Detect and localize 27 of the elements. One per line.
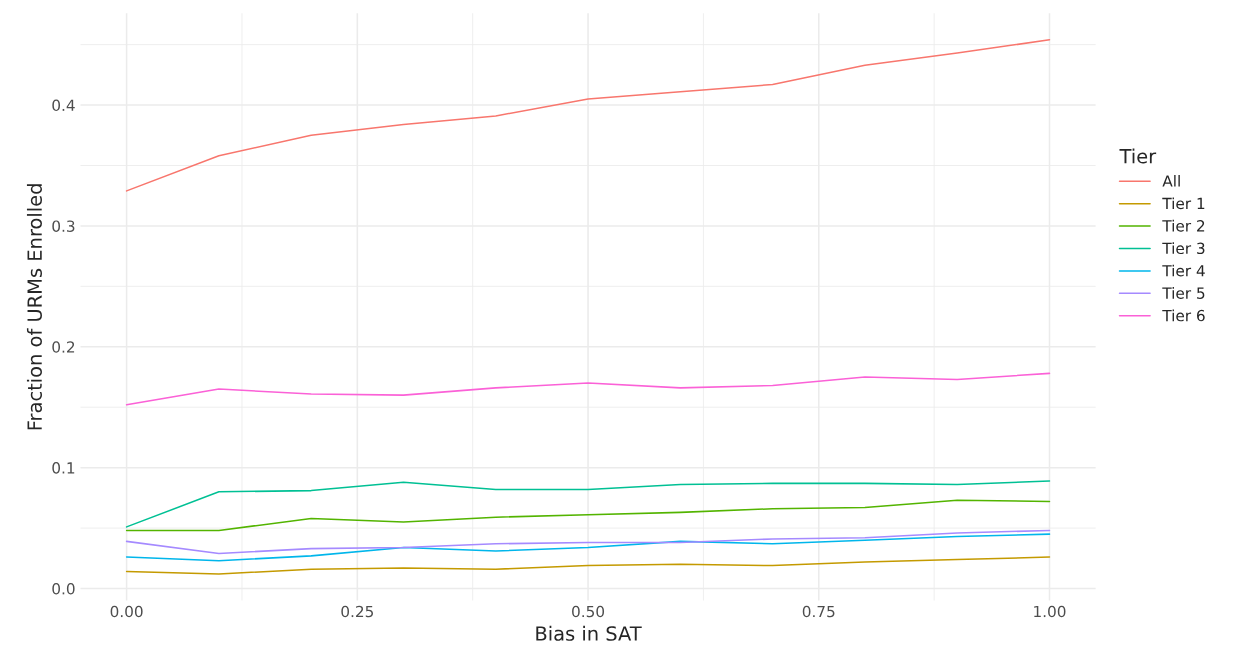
line-series <box>125 556 1051 575</box>
y-tick-label: 0.2 <box>52 341 75 353</box>
legend-label: Tier 4 <box>1162 264 1205 277</box>
x-tick-label: 0.00 <box>110 605 143 618</box>
legend-label: Tier 5 <box>1162 287 1205 299</box>
line-series <box>125 529 1051 555</box>
y-axis-title: Fraction of URMs Enrolled <box>26 184 42 430</box>
legend-label: All <box>1162 174 1180 187</box>
line-series <box>125 39 1051 192</box>
y-tick-label: 0.1 <box>52 462 75 474</box>
line-series <box>125 480 1051 528</box>
x-tick-label: 0.50 <box>572 605 605 618</box>
legend-label: Tier 2 <box>1162 219 1205 232</box>
x-tick-label: 1.00 <box>1034 605 1066 618</box>
line-series <box>125 499 1051 532</box>
line-series <box>125 533 1051 562</box>
line-series <box>125 372 1051 406</box>
legend-label: Tier 6 <box>1162 309 1205 322</box>
y-tick-label: 0.4 <box>52 99 75 112</box>
legend-title: Tier <box>1119 148 1157 164</box>
y-tick-label: 0.3 <box>52 220 75 232</box>
x-axis-title: Bias in SAT <box>536 625 642 641</box>
y-tick-label: 0.0 <box>52 582 75 595</box>
legend-label: Tier 3 <box>1162 242 1205 255</box>
x-tick-label: 0.25 <box>341 605 374 618</box>
legend-label: Tier 1 <box>1162 197 1205 210</box>
x-tick-label: 0.75 <box>802 605 835 618</box>
